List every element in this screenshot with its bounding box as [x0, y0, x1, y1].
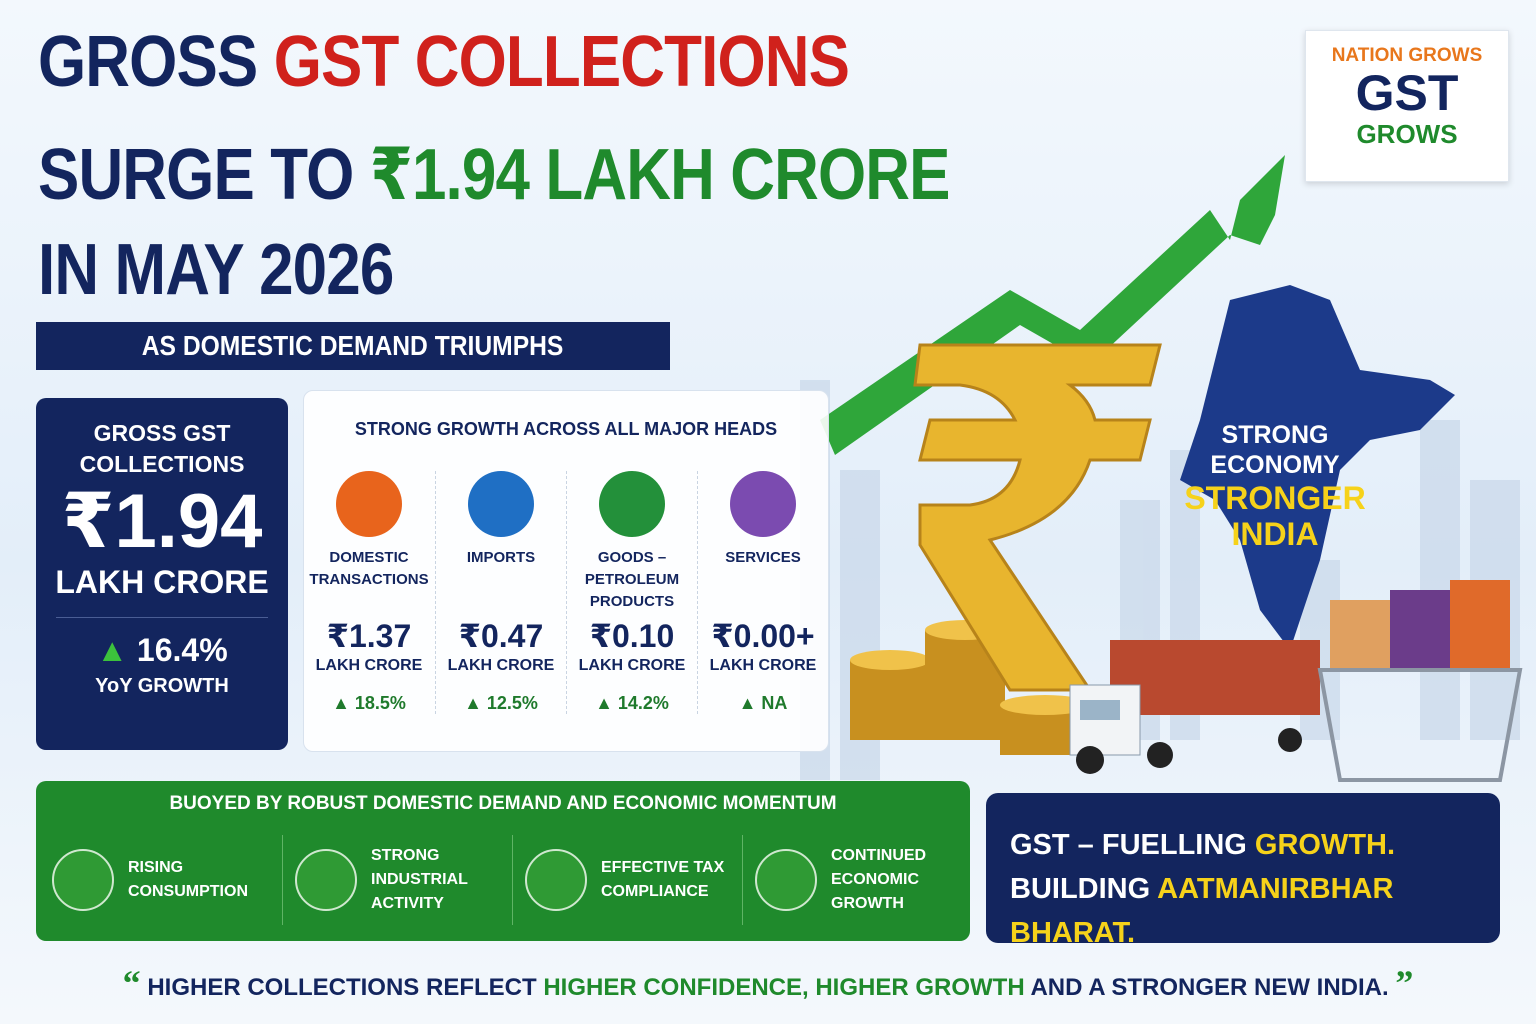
map-line-2: STRONGER INDIA: [1184, 480, 1366, 552]
driver-icon: [52, 849, 114, 911]
truck: [1069, 640, 1320, 774]
drivers-title: BUOYED BY ROBUST DOMESTIC DEMAND AND ECO…: [169, 793, 837, 814]
head-growth: NA: [761, 693, 788, 713]
up-arrow: ▲: [96, 632, 129, 668]
driver: STRONG INDUSTRIAL ACTIVITY: [282, 835, 511, 925]
subtitle-text: AS DOMESTIC DEMAND TRIUMPHS: [142, 330, 564, 361]
driver-icon: [295, 849, 357, 911]
head-icon: [599, 471, 665, 537]
heads-title: STRONG GROWTH ACROSS ALL MAJOR HEADS: [354, 419, 778, 439]
head-column: IMPORTS ₹0.47 LAKH CRORE ▲ 12.5%: [435, 471, 566, 714]
title-line-1: GROSS GST COLLECTIONS: [38, 22, 850, 102]
title-part: GST COLLECTIONS: [273, 22, 850, 102]
head-name: SERVICES: [725, 549, 801, 566]
badge-top: NATION GROWS: [1331, 45, 1483, 66]
head-value: ₹1.37: [326, 618, 412, 654]
head-icon: [730, 471, 796, 537]
quote-part: HIGHER CONFIDENCE, HIGHER GROWTH: [543, 974, 1025, 1001]
driver-text: CONTINUED ECONOMIC GROWTH: [831, 847, 927, 912]
head-value: ₹0.00+: [711, 618, 815, 654]
tagline: GST – FUELLING GROWTH. BUILDING AATMANIR…: [986, 793, 1500, 949]
title-line-3: IN MAY 2026: [38, 230, 394, 310]
summary-card: GROSS GST COLLECTIONS ₹1.94 LAKH CRORE ▲…: [36, 398, 288, 750]
heads-panel: STRONG GROWTH ACROSS ALL MAJOR HEADS DOM…: [303, 390, 829, 752]
map-text: STRONG ECONOMY STRONGER INDIA: [1180, 420, 1370, 552]
tagline-line-2: BUILDING AATMANIRBHAR BHARAT.: [1010, 867, 1500, 955]
tagline-line-1: GST – FUELLING GROWTH.: [1010, 823, 1500, 867]
head-growth-row: ▲ 18.5%: [304, 693, 434, 714]
head-growth-row: ▲ 14.2%: [567, 693, 697, 714]
summary-value: ₹1.94: [61, 479, 263, 564]
tagline-part: GROWTH.: [1254, 829, 1396, 861]
title-part: ₹1.94 LAKH CRORE: [369, 135, 951, 215]
shopping-cart: [1317, 580, 1523, 782]
quote-part: HIGHER COLLECTIONS REFLECT: [147, 974, 537, 1001]
head-value: ₹0.10: [589, 618, 675, 654]
badge-middle: GST: [1355, 65, 1459, 121]
head-name: DOMESTIC TRANSACTIONS: [309, 549, 429, 588]
head-name: GOODS – PETROLEUM PRODUCTS: [584, 549, 680, 610]
tagline-part: BUILDING: [1010, 873, 1151, 905]
head-unit: LAKH CRORE: [709, 657, 817, 674]
head-unit: LAKH CRORE: [578, 657, 686, 674]
head-column: SERVICES ₹0.00+ LAKH CRORE ▲ NA: [697, 471, 828, 714]
head-icon: [468, 471, 534, 537]
driver-text: STRONG INDUSTRIAL ACTIVITY: [371, 847, 468, 912]
up-arrow: ▲: [595, 693, 618, 713]
head-icon: [336, 471, 402, 537]
quote: “ HIGHER COLLECTIONS REFLECT HIGHER CONF…: [0, 962, 1536, 1004]
badge: NATION GROWS GST GROWS: [1305, 30, 1509, 182]
driver: RISING CONSUMPTION: [52, 835, 268, 925]
head-column: GOODS – PETROLEUM PRODUCTS ₹0.10 LAKH CROR…: [566, 471, 697, 714]
head-name: IMPORTS: [466, 549, 536, 566]
driver-icon: [525, 849, 587, 911]
map-line-1: STRONG ECONOMY: [1210, 421, 1340, 479]
head-growth: 12.5%: [486, 693, 538, 713]
head-growth: 14.2%: [617, 693, 669, 713]
quote-part: AND A STRONGER NEW INDIA.: [1030, 974, 1389, 1001]
driver-text: RISING CONSUMPTION: [128, 859, 248, 900]
badge-bottom: GROWS: [1356, 119, 1458, 149]
tagline-part: AATMANIRBHAR BHARAT.: [1010, 873, 1394, 949]
tagline-part: GST – FUELLING: [1010, 829, 1247, 861]
driver: CONTINUED ECONOMIC GROWTH: [742, 835, 971, 925]
quote-mark: ”: [1395, 963, 1414, 1003]
summary-growth-row: ▲ 16.4%: [36, 632, 288, 669]
summary-label: GROSS GST COLLECTIONS: [79, 420, 245, 477]
title-part: GROSS: [38, 22, 258, 102]
summary-growth-label: YoY GROWTH: [95, 675, 229, 697]
head-unit: LAKH CRORE: [447, 657, 555, 674]
summary-growth: 16.4%: [136, 632, 228, 668]
head-value: ₹0.47: [458, 618, 544, 654]
up-arrow: ▲: [464, 693, 487, 713]
summary-unit: LAKH CRORE: [55, 564, 269, 600]
quote-mark: “: [122, 963, 141, 1003]
drivers-panel: BUOYED BY ROBUST DOMESTIC DEMAND AND ECO…: [36, 781, 970, 941]
up-arrow: ▲: [332, 693, 355, 713]
head-growth-row: ▲ 12.5%: [436, 693, 566, 714]
head-unit: LAKH CRORE: [315, 657, 423, 674]
driver: EFFECTIVE TAX COMPLIANCE: [512, 835, 741, 925]
up-arrow: ▲: [738, 693, 762, 713]
head-growth: 18.5%: [354, 693, 406, 713]
driver-icon: [755, 849, 817, 911]
india-map: [1180, 285, 1455, 650]
subtitle: AS DOMESTIC DEMAND TRIUMPHS: [36, 322, 670, 370]
title-line-2: SURGE TO ₹1.94 LAKH CRORE: [38, 135, 950, 215]
title-part: SURGE TO: [38, 135, 354, 215]
head-column: DOMESTIC TRANSACTIONS ₹1.37 LAKH CRORE ▲ 18…: [304, 471, 434, 714]
head-growth-row: ▲ NA: [698, 693, 828, 714]
driver-text: EFFECTIVE TAX COMPLIANCE: [601, 859, 725, 900]
